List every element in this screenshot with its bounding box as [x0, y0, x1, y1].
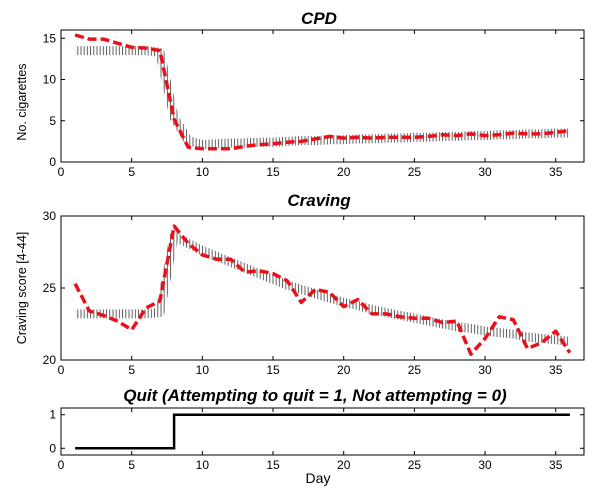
cpd-series-dashed-red-line	[74, 33, 571, 151]
craving-x-tick-label: 30	[478, 363, 492, 377]
cpd-x-tick-label: 15	[266, 165, 280, 179]
cpd-title: CPD	[301, 9, 337, 28]
quit-title: Quit (Attempting to quit = 1, Not attemp…	[123, 386, 507, 405]
quit-ticks: 0 5 10 15 20 25 30 35 0 1	[49, 408, 584, 472]
craving-x-tick-label: 25	[408, 363, 422, 377]
quit-panel: Quit (Attempting to quit = 1, Not attemp…	[49, 386, 585, 486]
quit-x-tick-label: 5	[128, 458, 135, 472]
craving-x-tick-label: 0	[58, 363, 65, 377]
cpd-axes-frame	[60, 29, 585, 163]
craving-y-tick-label: 30	[43, 209, 57, 223]
cpd-x-tick-label: 25	[408, 165, 422, 179]
cpd-panel: CPD No. cigarettes 0 5 10 15 20 25 30 35 0 5 10 15	[15, 9, 585, 179]
quit-x-tick-label: 0	[58, 458, 65, 472]
cpd-y-tick-label: 5	[49, 114, 56, 128]
quit-x-tick-label: 35	[549, 458, 563, 472]
cpd-x-tick-label: 20	[337, 165, 351, 179]
cpd-x-tick-label: 0	[58, 165, 65, 179]
cpd-ticks: 0 5 10 15 20 25 30 35 0 5 10 15	[43, 30, 584, 179]
quit-x-tick-label: 25	[408, 458, 422, 472]
craving-x-tick-label: 35	[549, 363, 563, 377]
craving-panel: Craving Craving score [4-44] 0 5 10 15 20 25 3…	[15, 191, 585, 377]
quit-x-tick-label: 20	[337, 458, 351, 472]
quit-x-axis-label: Day	[306, 470, 331, 486]
cpd-y-tick-label: 0	[49, 155, 56, 169]
cpd-x-tick-label: 35	[549, 165, 563, 179]
quit-plot-area	[60, 407, 585, 456]
quit-y-tick-label: 0	[49, 441, 56, 455]
craving-series-hatched-fit-line	[75, 231, 571, 346]
craving-x-tick-label: 20	[337, 363, 351, 377]
quit-x-tick-label: 30	[478, 458, 492, 472]
cpd-series-hatched-fit-line	[75, 46, 570, 150]
cpd-y-tick-label: 15	[43, 31, 57, 45]
craving-title: Craving	[287, 191, 351, 210]
quit-x-tick-label: 15	[266, 458, 280, 472]
craving-series-dashed-red-line	[73, 224, 572, 356]
craving-x-tick-label: 10	[196, 363, 210, 377]
craving-x-tick-label: 15	[266, 363, 280, 377]
cpd-y-axis-label: No. cigarettes	[15, 63, 29, 140]
craving-y-tick-label: 25	[43, 281, 57, 295]
craving-y-axis-label: Craving score [4-44]	[15, 232, 29, 345]
quit-y-tick-label: 1	[49, 408, 56, 422]
craving-x-tick-label: 5	[128, 363, 135, 377]
quit-x-tick-label: 10	[196, 458, 210, 472]
craving-ticks: 0 5 10 15 20 25 30 35 20 25 30	[43, 209, 584, 377]
cpd-x-tick-label: 30	[478, 165, 492, 179]
craving-y-tick-label: 20	[43, 353, 57, 367]
quit-axes-frame	[60, 407, 585, 456]
cpd-plot-area	[60, 29, 585, 163]
cpd-y-tick-label: 10	[43, 73, 57, 87]
quit-series-step-line	[75, 413, 570, 450]
craving-axes-frame	[60, 215, 585, 361]
cpd-x-tick-label: 10	[196, 165, 210, 179]
cpd-x-tick-label: 5	[128, 165, 135, 179]
craving-plot-area	[60, 215, 585, 361]
